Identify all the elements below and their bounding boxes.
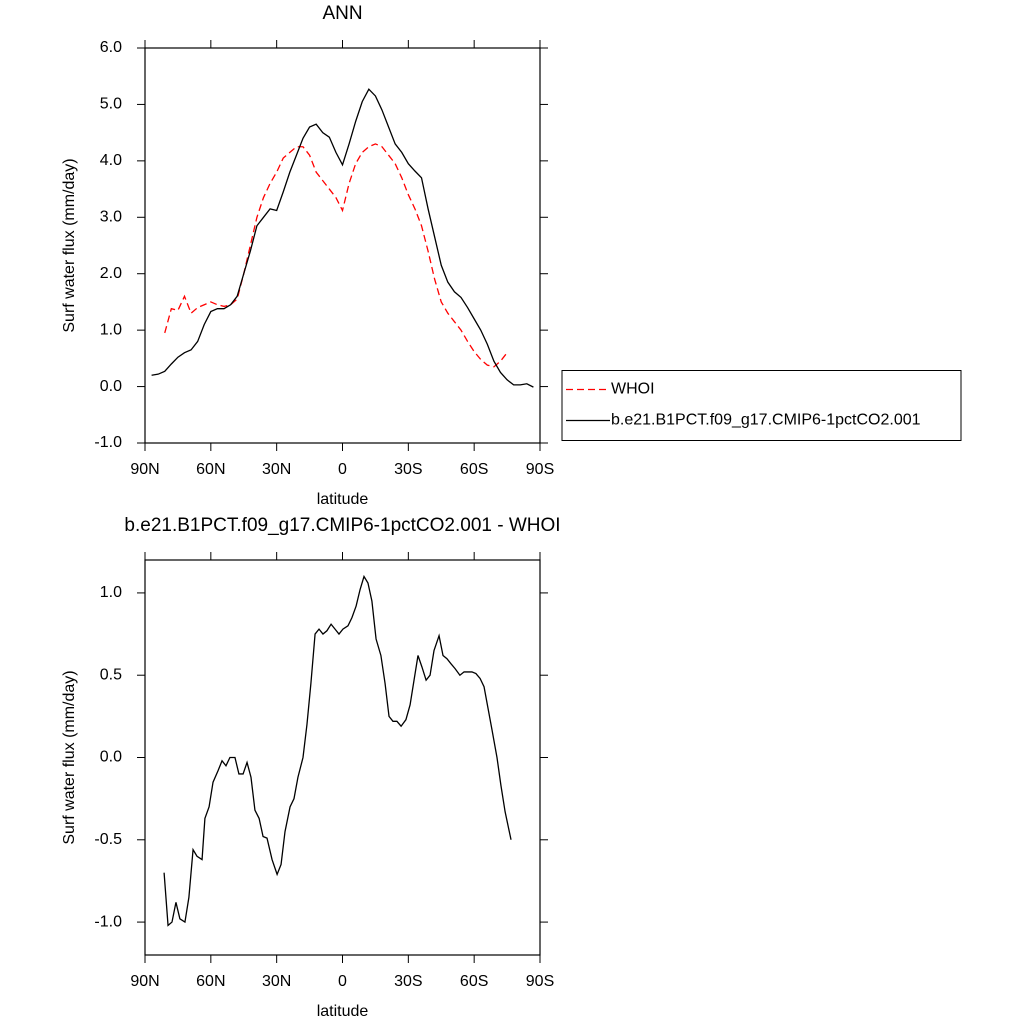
legend-label: b.e21.B1PCT.f09_g17.CMIP6-1pctCO2.001 [611,412,921,429]
x-tick-label: 0 [338,973,347,990]
x-tick-label: 60S [460,973,488,990]
y-tick-label: -1.0 [94,434,122,451]
x-tick-label: 60S [460,461,488,478]
y-tick-label: 3.0 [100,209,122,226]
x-tick-label: 30S [394,973,422,990]
y-tick-label: 0.5 [100,666,122,683]
y-tick-label: 0.0 [100,378,122,395]
x-tick-label: 60N [196,973,225,990]
y-tick-label: 6.0 [100,39,122,56]
x-tick-label: 0 [338,461,347,478]
y-tick-label: 1.0 [100,321,122,338]
y-tick-label: 1.0 [100,584,122,601]
x-axis-label: latitude [317,491,369,508]
x-axis-label: latitude [317,1003,369,1020]
y-tick-label: 0.0 [100,749,122,766]
x-tick-label: 90S [526,973,554,990]
x-tick-label: 60N [196,461,225,478]
data-line [163,574,512,927]
legend-label: WHOI [611,381,655,398]
y-axis-label: Surf water flux (mm/day) [61,670,78,844]
chart-title: ANN [322,3,362,24]
plot-frame [144,47,541,444]
legend-box [561,370,962,441]
x-tick-label: 30N [262,461,291,478]
plot-frame [144,559,541,956]
chart-title: b.e21.B1PCT.f09_g17.CMIP6-1pctCO2.001 - … [124,515,560,536]
x-tick-label: 90N [130,973,159,990]
x-tick-label: 30N [262,973,291,990]
y-axis-label: Surf water flux (mm/day) [61,158,78,332]
x-tick-label: 90N [130,461,159,478]
x-tick-label: 90S [526,461,554,478]
x-tick-label: 30S [394,461,422,478]
y-tick-label: 5.0 [100,96,122,113]
y-tick-label: -1.0 [94,913,122,930]
data-line [164,143,508,368]
data-line [151,88,534,388]
y-tick-label: -0.5 [94,831,122,848]
y-tick-label: 2.0 [100,265,122,282]
y-tick-label: 4.0 [100,152,122,169]
